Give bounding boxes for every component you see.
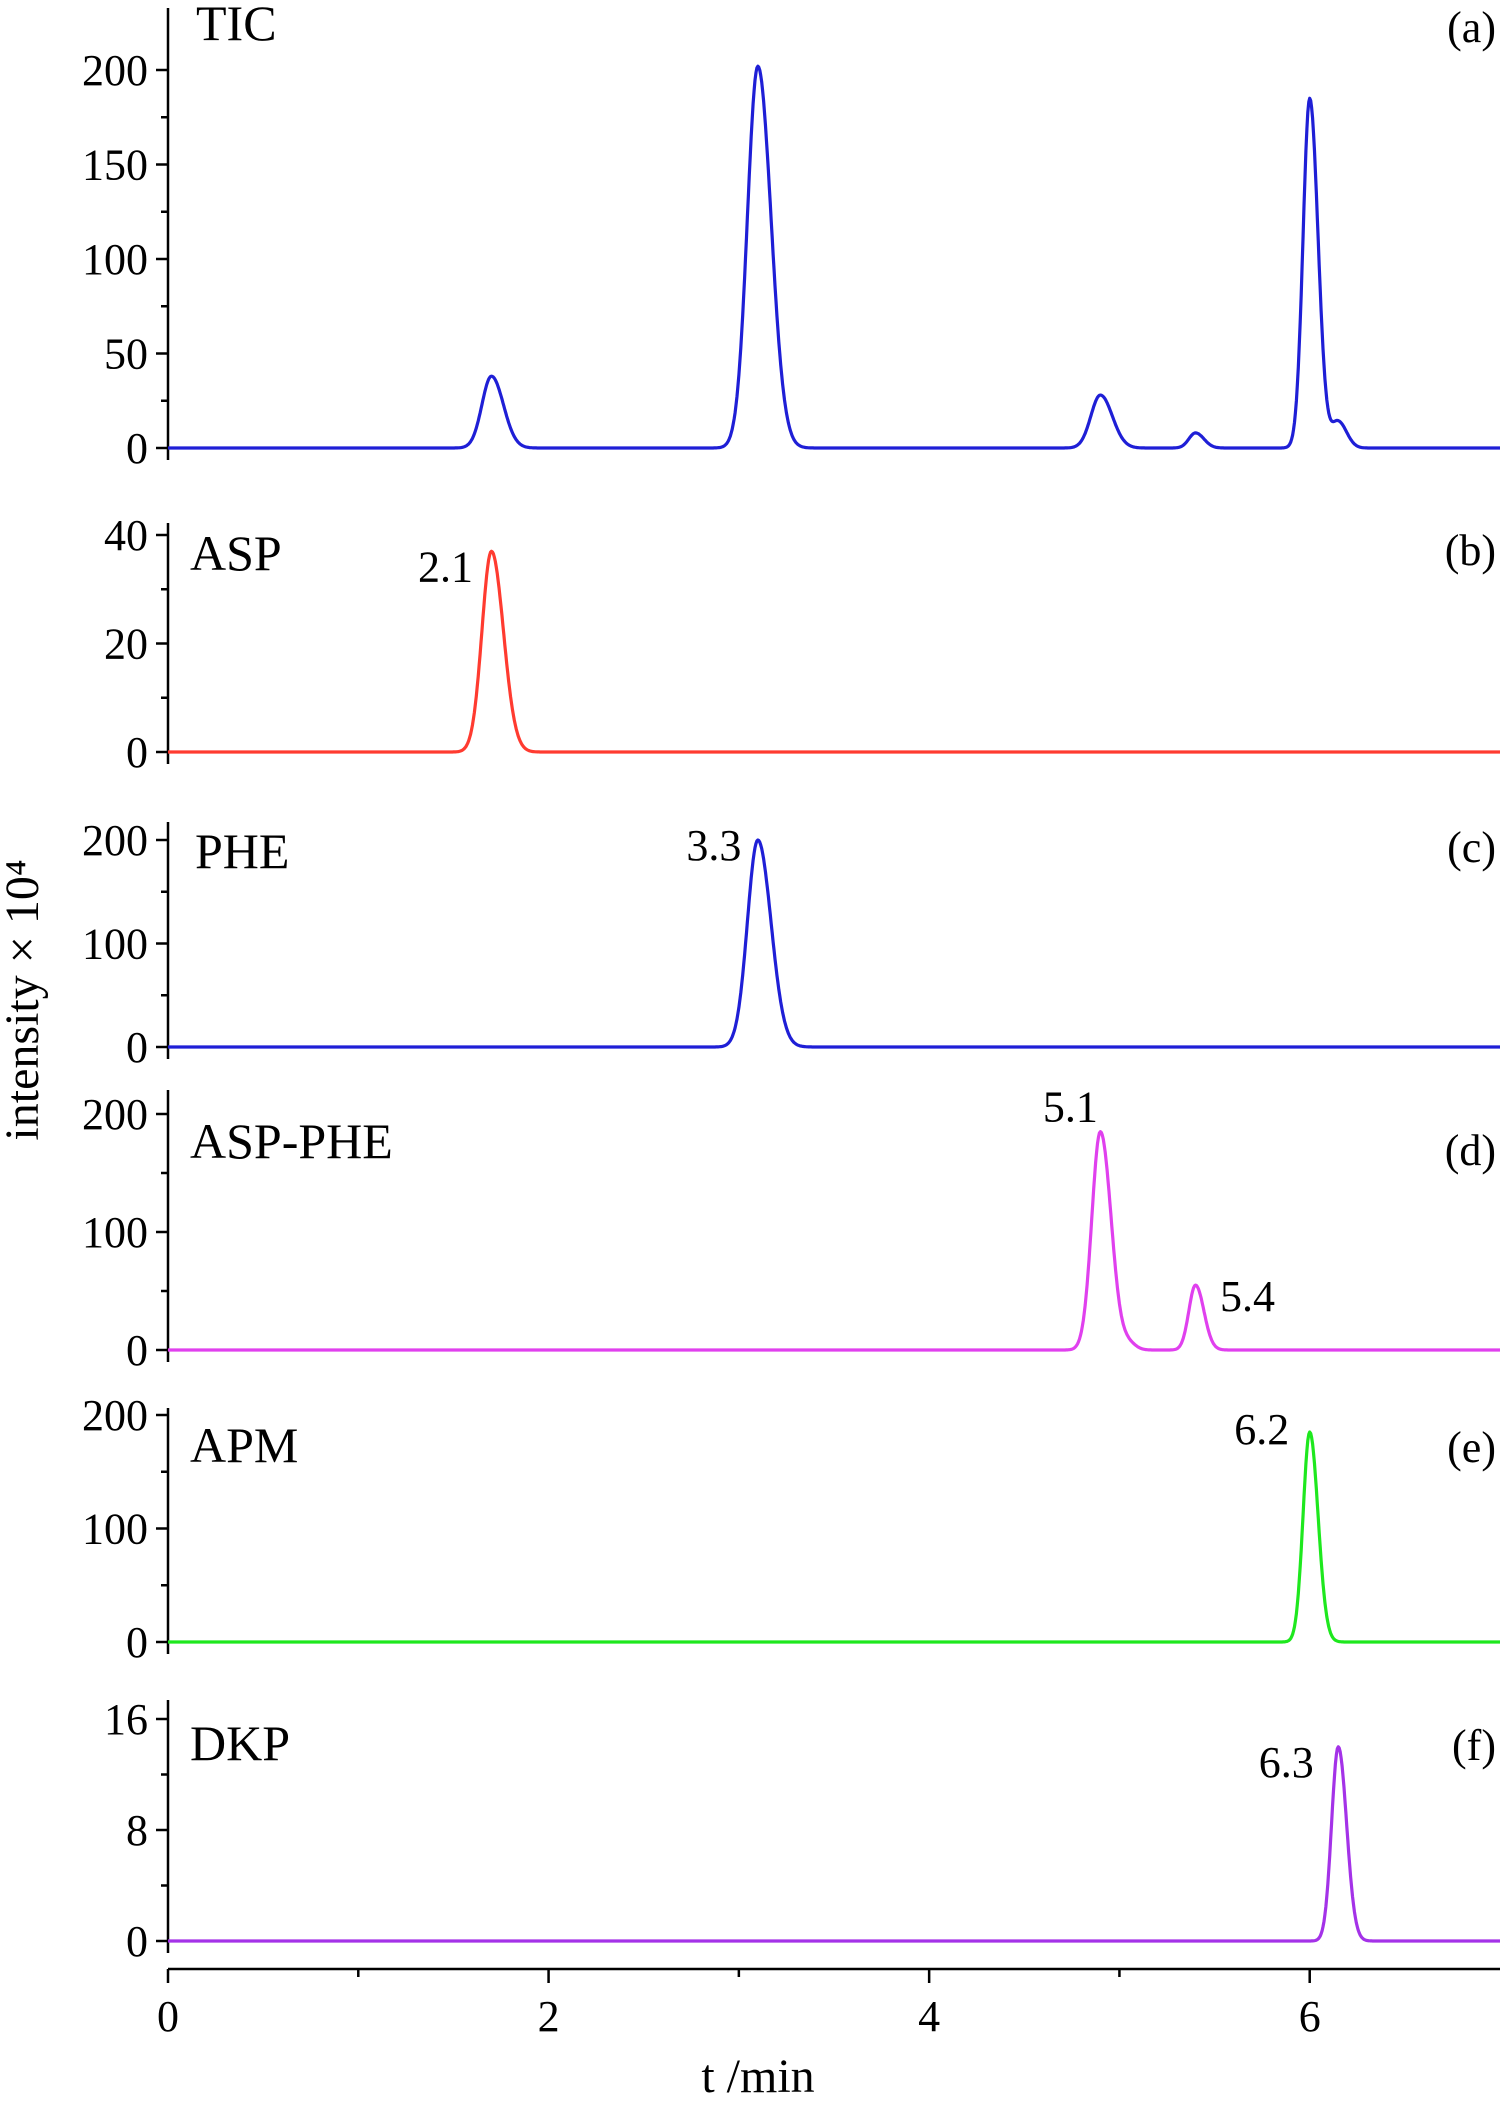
y-tick-label-b: 20 — [104, 620, 148, 669]
trace-d — [167, 1130, 1501, 1352]
panel-e: 0 100 200 APM (e) 6.2 — [82, 1391, 1501, 1667]
panel-letter-d: (d) — [1445, 1126, 1496, 1175]
x-axis-title: t /min — [701, 2050, 814, 2101]
panel-title-d: ASP-PHE — [190, 1113, 393, 1169]
panel-a: 0 50 100 150 200 TIC (a) — [82, 0, 1501, 473]
x-tick-label: 0 — [157, 1992, 179, 2041]
panel-c: 0 100 200 PHE (c) 3.3 — [82, 816, 1501, 1072]
panel-title-a: TIC — [196, 0, 277, 51]
y-tick-label-a: 100 — [82, 235, 148, 284]
trace-b — [167, 549, 1501, 754]
trace-e — [167, 1430, 1501, 1644]
peak-label-b: 2.1 — [418, 542, 473, 591]
panel-title-b: ASP — [190, 525, 282, 581]
panel-letter-b: (b) — [1445, 526, 1496, 575]
peak-label-d: 5.4 — [1220, 1272, 1275, 1321]
x-axis: 0 2 4 6 — [157, 1967, 1500, 2041]
trace-c — [167, 838, 1501, 1049]
peak-label-e: 6.2 — [1234, 1405, 1289, 1454]
peak-label-d: 5.1 — [1043, 1083, 1098, 1132]
y-tick-label-b: 0 — [126, 728, 148, 777]
panel-letter-e: (e) — [1447, 1423, 1496, 1472]
x-tick-label: 2 — [538, 1992, 560, 2041]
peak-label-c: 3.3 — [686, 821, 741, 870]
y-tick-label-c: 100 — [82, 920, 148, 969]
panel-title-e: APM — [190, 1417, 298, 1473]
x-tick-label: 4 — [918, 1992, 940, 2041]
y-tick-label-e: 200 — [82, 1391, 148, 1440]
panel-f: 0 8 16 DKP (f) 6.3 — [104, 1695, 1501, 1966]
y-tick-label-e: 0 — [126, 1618, 148, 1667]
peak-label-f: 6.3 — [1259, 1738, 1314, 1787]
panel-d: 0 100 200 ASP-PHE (d) 5.1 5.4 — [82, 1083, 1501, 1375]
panel-title-f: DKP — [190, 1715, 290, 1771]
y-tick-label-f: 8 — [126, 1806, 148, 1855]
y-axis-title: intensity × 10⁴ — [0, 859, 49, 1140]
x-tick-label: 6 — [1299, 1992, 1321, 2041]
y-tick-label-c: 0 — [126, 1023, 148, 1072]
trace-a — [167, 64, 1501, 450]
panel-b: 0 20 40 ASP (b) 2.1 — [104, 511, 1501, 777]
y-tick-label-d: 100 — [82, 1208, 148, 1257]
y-tick-label-a: 200 — [82, 46, 148, 95]
y-tick-label-a: 50 — [104, 330, 148, 379]
y-tick-label-d: 200 — [82, 1090, 148, 1139]
panel-letter-a: (a) — [1447, 3, 1496, 52]
y-tick-label-a: 0 — [126, 424, 148, 473]
panel-title-c: PHE — [195, 823, 289, 879]
chart-panels: 0 50 100 150 200 TIC (a) 0 20 40 ASP (b) 2.1 0 100 200 P… — [82, 0, 1501, 1966]
panel-letter-f: (f) — [1452, 1721, 1496, 1770]
y-tick-label-c: 200 — [82, 816, 148, 865]
y-tick-label-f: 16 — [104, 1695, 148, 1744]
y-tick-label-b: 40 — [104, 511, 148, 560]
trace-f — [167, 1745, 1501, 1943]
panel-letter-c: (c) — [1447, 823, 1496, 872]
y-tick-label-a: 150 — [82, 141, 148, 190]
y-tick-label-f: 0 — [126, 1917, 148, 1966]
y-tick-label-d: 0 — [126, 1326, 148, 1375]
y-tick-label-e: 100 — [82, 1505, 148, 1554]
